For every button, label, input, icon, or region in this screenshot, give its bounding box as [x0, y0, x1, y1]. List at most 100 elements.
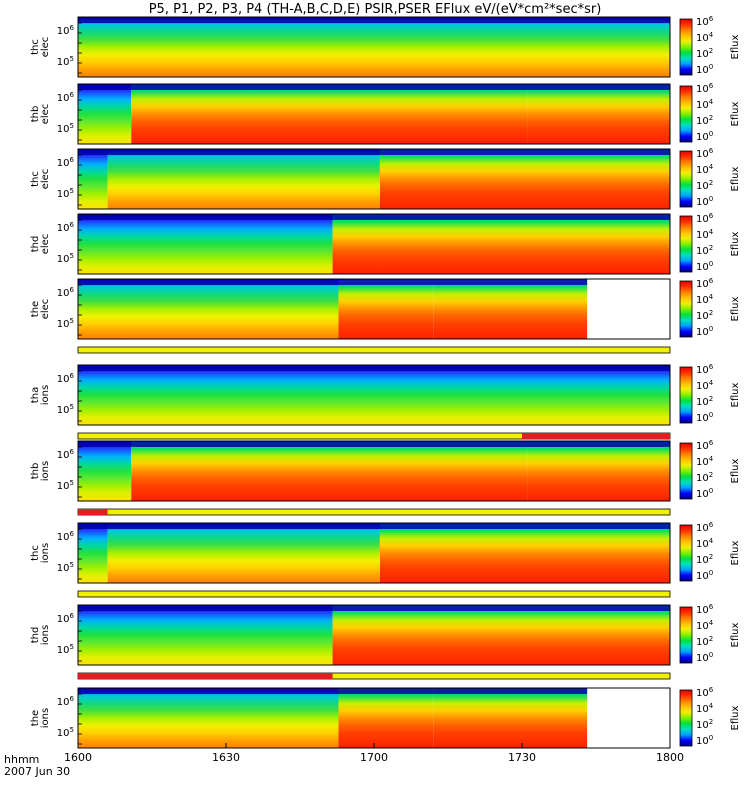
colorbar — [679, 150, 693, 208]
y-tick-label: 106 — [57, 530, 75, 543]
colorbar-tick-label: 106 — [696, 15, 714, 28]
spectrogram-segment — [131, 441, 528, 501]
spectrogram-segment — [78, 523, 108, 583]
x-tick-label: 1630 — [212, 751, 240, 764]
y-tick-label: 106 — [57, 91, 75, 104]
colorbar-tick-label: 104 — [696, 31, 714, 44]
colorbar-tick-label: 100 — [696, 63, 713, 76]
spectrogram-segment — [78, 441, 132, 501]
colorbar-tick-label: 100 — [696, 734, 713, 747]
y-tick-label: 106 — [57, 286, 75, 299]
spectrogram-segment — [433, 279, 588, 339]
quality-flag-fill — [77, 508, 671, 516]
panel-thd-ions: 106 105 thdions 100 102 104 106 Eflux — [30, 603, 741, 680]
colorbar-tick-label: 104 — [696, 379, 714, 392]
y-tick-label: 105 — [57, 403, 74, 416]
spectrogram-segment — [78, 214, 333, 274]
panel-thb-ions: 106 105 thbions 100 102 104 106 Eflux — [30, 439, 741, 516]
colorbar-tick-label: 104 — [696, 293, 714, 306]
colorbar-label: Eflux — [730, 382, 741, 407]
x-tick-label: 1600 — [64, 751, 92, 764]
colorbar-tick-label: 100 — [696, 411, 713, 424]
panel-frame — [77, 522, 671, 584]
panel-the-elec: 106 105 theelec 100 102 104 106 Eflux — [30, 277, 741, 354]
y-tick-label: 105 — [57, 122, 74, 135]
colorbar — [679, 689, 693, 747]
y-tick-label: 105 — [57, 187, 74, 200]
quality-flag-red — [522, 433, 670, 439]
spectrogram-segment — [107, 149, 380, 209]
quality-flag-fill — [77, 346, 671, 354]
colorbar-tick-label: 104 — [696, 702, 714, 715]
colorbar — [679, 85, 693, 143]
colorbar-label: Eflux — [730, 705, 741, 730]
panel-frame — [77, 364, 671, 426]
panel-label: thcelec — [30, 169, 51, 190]
colorbar-tick-label: 104 — [696, 619, 714, 632]
colorbar-tick-label: 100 — [696, 487, 713, 500]
spectrogram-segment — [527, 441, 670, 501]
colorbar-tick-label: 104 — [696, 98, 714, 111]
colorbar-tick-label: 102 — [696, 309, 713, 322]
y-tick-label: 106 — [57, 221, 75, 234]
panel-the-ions: 106 105 theions 100 102 104 106 Eflux — [30, 686, 741, 749]
colorbar-tick-label: 102 — [696, 179, 713, 192]
spectrogram-segment — [78, 17, 670, 77]
colorbar-label: Eflux — [730, 231, 741, 256]
panel-label: thdions — [30, 625, 51, 645]
time-format-label: hhmm — [4, 753, 40, 766]
colorbar — [679, 215, 693, 273]
y-tick-label: 105 — [57, 643, 74, 656]
colorbar-tick-label: 102 — [696, 47, 713, 60]
y-tick-label: 105 — [57, 317, 74, 330]
panel-thc-elec: 106 105 thcelec 100 102 104 106 Eflux — [30, 147, 741, 210]
colorbar-tick-label: 102 — [696, 471, 713, 484]
y-tick-label: 106 — [57, 695, 75, 708]
spectrogram-segment — [78, 279, 339, 339]
colorbar-tick-label: 106 — [696, 82, 714, 95]
colorbar-tick-label: 106 — [696, 603, 714, 616]
panel-label: thaions — [30, 385, 51, 405]
low-flux-strip — [78, 279, 588, 285]
colorbar-tick-label: 102 — [696, 635, 713, 648]
y-tick-label: 105 — [57, 55, 74, 68]
x-tick-label: 1730 — [508, 751, 536, 764]
colorbar-label: Eflux — [730, 622, 741, 647]
panel-frame — [77, 83, 671, 145]
panel-frame — [77, 213, 671, 275]
date-label: 2007 Jun 30 — [4, 765, 71, 778]
panel-thb-elec: 106 105 thbelec 100 102 104 106 Eflux — [30, 82, 741, 145]
colorbar-tick-label: 100 — [696, 195, 713, 208]
quality-flag-bar — [77, 346, 671, 354]
low-flux-strip — [78, 149, 670, 155]
x-tick-label: 1800 — [656, 751, 684, 764]
colorbar-label: Eflux — [730, 34, 741, 59]
low-flux-strip — [78, 441, 670, 447]
panel-frame — [77, 440, 671, 502]
spectrogram-segment — [433, 688, 588, 748]
low-flux-strip — [78, 688, 588, 694]
spectrogram-segment — [338, 688, 434, 748]
colorbar-tick-label: 100 — [696, 325, 713, 338]
y-tick-label: 106 — [57, 372, 75, 385]
low-flux-strip — [78, 365, 670, 371]
spectrogram-segment — [107, 523, 380, 583]
colorbar-tick-label: 106 — [696, 212, 714, 225]
panel-thc-ions: 106 105 thcions 100 102 104 106 Eflux — [30, 521, 741, 598]
panel-frame — [77, 148, 671, 210]
colorbar-tick-label: 106 — [696, 277, 714, 290]
spectrogram-segment — [379, 149, 670, 209]
colorbar — [679, 18, 693, 76]
y-tick-label: 106 — [57, 448, 75, 461]
quality-flag-bar — [77, 590, 671, 598]
panel-label: thbions — [30, 461, 51, 481]
colorbar-tick-label: 104 — [696, 455, 714, 468]
low-flux-strip — [78, 17, 670, 23]
quality-flag-bar — [77, 672, 671, 680]
y-tick-label: 105 — [57, 561, 74, 574]
panel-label: theelec — [30, 299, 51, 320]
spectrogram-segment — [332, 605, 670, 665]
page-title: P5, P1, P2, P3, P4 (TH-A,B,C,D,E) PSIR,P… — [148, 2, 602, 17]
colorbar-tick-label: 102 — [696, 395, 713, 408]
